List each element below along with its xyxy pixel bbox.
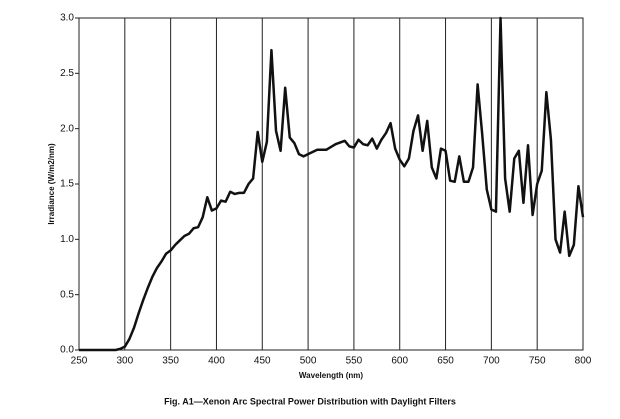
x-tick-label: 600 xyxy=(391,356,408,367)
plot-frame xyxy=(78,17,584,351)
x-tick-label: 400 xyxy=(208,356,225,367)
caption: Fig. A1—Xenon Arc Spectral Power Distrib… xyxy=(164,396,456,406)
data-line xyxy=(79,16,585,352)
y-tick-label: 1.5 xyxy=(60,179,74,190)
x-tick-label: 300 xyxy=(116,356,133,367)
x-tick-label: 250 xyxy=(71,356,88,367)
x-axis-title: Wavelength (nm) xyxy=(299,371,363,380)
y-tick-label: 2.5 xyxy=(60,68,74,79)
x-tick-label: 350 xyxy=(162,356,179,367)
x-tick-label: 650 xyxy=(437,356,454,367)
x-tick-label: 500 xyxy=(300,356,317,367)
y-tick-label: 2.0 xyxy=(60,123,74,134)
y-tick-label: 0.5 xyxy=(60,289,74,300)
x-tick-label: 750 xyxy=(529,356,546,367)
y-tick-label: 3.0 xyxy=(60,13,74,24)
y-axis-title: Irradiance (W/m2/nm) xyxy=(47,143,56,225)
x-tick-label: 800 xyxy=(575,356,592,367)
x-tick-label: 450 xyxy=(254,356,271,367)
x-tick-label: 550 xyxy=(346,356,363,367)
y-tick-label: 1.0 xyxy=(60,234,74,245)
x-tick-label: 700 xyxy=(483,356,500,367)
y-tick-label: 0.0 xyxy=(60,345,74,356)
